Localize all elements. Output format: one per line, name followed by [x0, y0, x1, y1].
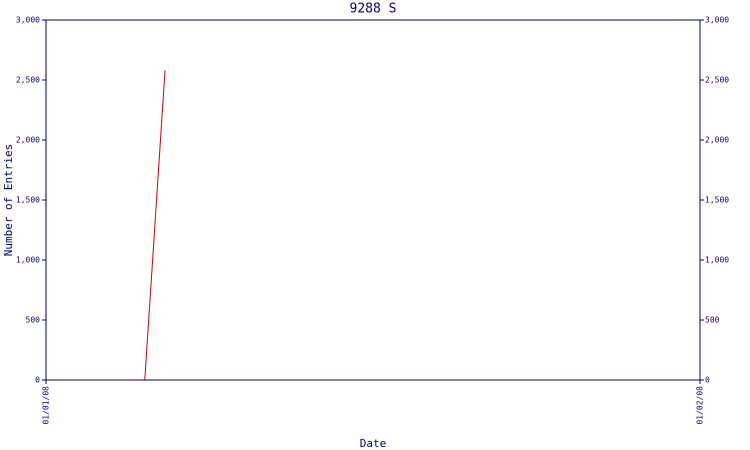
x-tick-label: 01/01/08: [42, 386, 51, 425]
x-tick-label: 01/02/08: [696, 386, 705, 425]
y-tick-label: 3,000: [16, 16, 40, 25]
y2-tick-label: 2,500: [705, 76, 729, 85]
y2-tick-label: 500: [705, 316, 720, 325]
y-tick-label: 1,500: [16, 196, 40, 205]
y-tick-label: 0: [35, 376, 40, 385]
data-line: [144, 70, 166, 381]
chart-title: 9288 S: [350, 2, 397, 17]
y2-tick-label: 1,500: [705, 196, 729, 205]
y-axis-label: Number of Entries: [2, 144, 15, 257]
y-tick-label: 2,000: [16, 136, 40, 145]
y-tick-label: 2,500: [16, 76, 40, 85]
y2-tick-label: 2,000: [705, 136, 729, 145]
y2-tick-label: 1,000: [705, 256, 729, 265]
plot-frame: [45, 19, 701, 381]
y-tick-label: 500: [26, 316, 41, 325]
x-axis-label: Date: [360, 437, 387, 450]
y-tick-label: 1,000: [16, 256, 40, 265]
y2-tick-label: 0: [705, 376, 710, 385]
y2-tick-label: 3,000: [705, 16, 729, 25]
